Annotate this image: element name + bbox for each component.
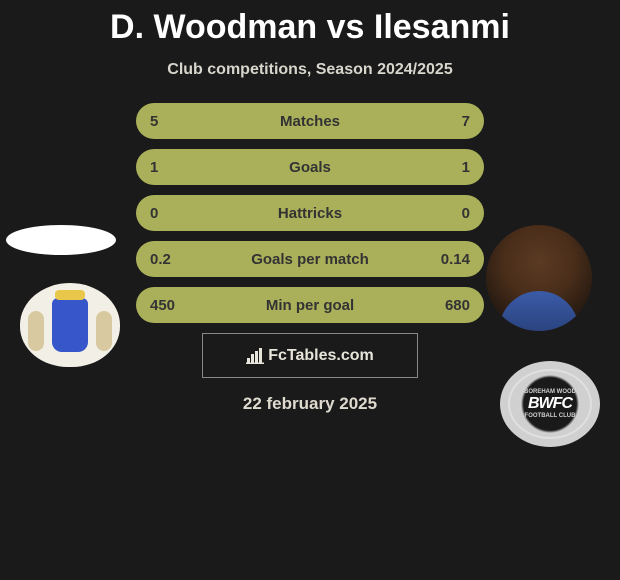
stat-right-value: 0.14 bbox=[422, 251, 470, 268]
stat-left-value: 0.2 bbox=[150, 251, 198, 268]
stat-right-value: 0 bbox=[422, 205, 470, 222]
stat-row: 450 Min per goal 680 bbox=[136, 287, 484, 323]
stat-left-value: 450 bbox=[150, 297, 198, 314]
stat-row: 1 Goals 1 bbox=[136, 149, 484, 185]
stat-left-value: 5 bbox=[150, 113, 198, 130]
stat-label: Matches bbox=[198, 113, 422, 130]
page-title: D. Woodman vs Ilesanmi bbox=[0, 8, 620, 47]
stat-row: 0.2 Goals per match 0.14 bbox=[136, 241, 484, 277]
stat-label: Hattricks bbox=[198, 205, 422, 222]
subtitle: Club competitions, Season 2024/2025 bbox=[0, 61, 620, 79]
stat-left-value: 0 bbox=[150, 205, 198, 222]
stat-row: 0 Hattricks 0 bbox=[136, 195, 484, 231]
brand-badge: FcTables.com bbox=[202, 333, 418, 378]
comparison-card: { "title": "D. Woodman vs Ilesanmi", "su… bbox=[0, 0, 620, 448]
stat-right-value: 1 bbox=[422, 159, 470, 176]
stat-left-value: 1 bbox=[150, 159, 198, 176]
comparison-body: BOREHAM WOOD BWFC FOOTBALL CLUB 5 Matche… bbox=[0, 103, 620, 414]
player-left-club-crest bbox=[20, 283, 120, 367]
bar-chart-icon bbox=[246, 348, 264, 364]
stat-label: Goals per match bbox=[198, 251, 422, 268]
stat-label: Min per goal bbox=[198, 297, 422, 314]
stat-label: Goals bbox=[198, 159, 422, 176]
crest-right-bottom-text: FOOTBALL CLUB bbox=[525, 413, 576, 419]
player-left-avatar-placeholder bbox=[6, 225, 116, 255]
stats-table: 5 Matches 7 1 Goals 1 0 Hattricks 0 0.2 … bbox=[136, 103, 484, 323]
player-right-club-crest: BOREHAM WOOD BWFC FOOTBALL CLUB bbox=[500, 361, 600, 447]
player-right-avatar bbox=[486, 225, 592, 331]
brand-text: FcTables.com bbox=[268, 347, 374, 365]
stat-right-value: 680 bbox=[422, 297, 470, 314]
stat-right-value: 7 bbox=[422, 113, 470, 130]
crest-right-main-text: BWFC bbox=[528, 395, 572, 413]
stat-row: 5 Matches 7 bbox=[136, 103, 484, 139]
